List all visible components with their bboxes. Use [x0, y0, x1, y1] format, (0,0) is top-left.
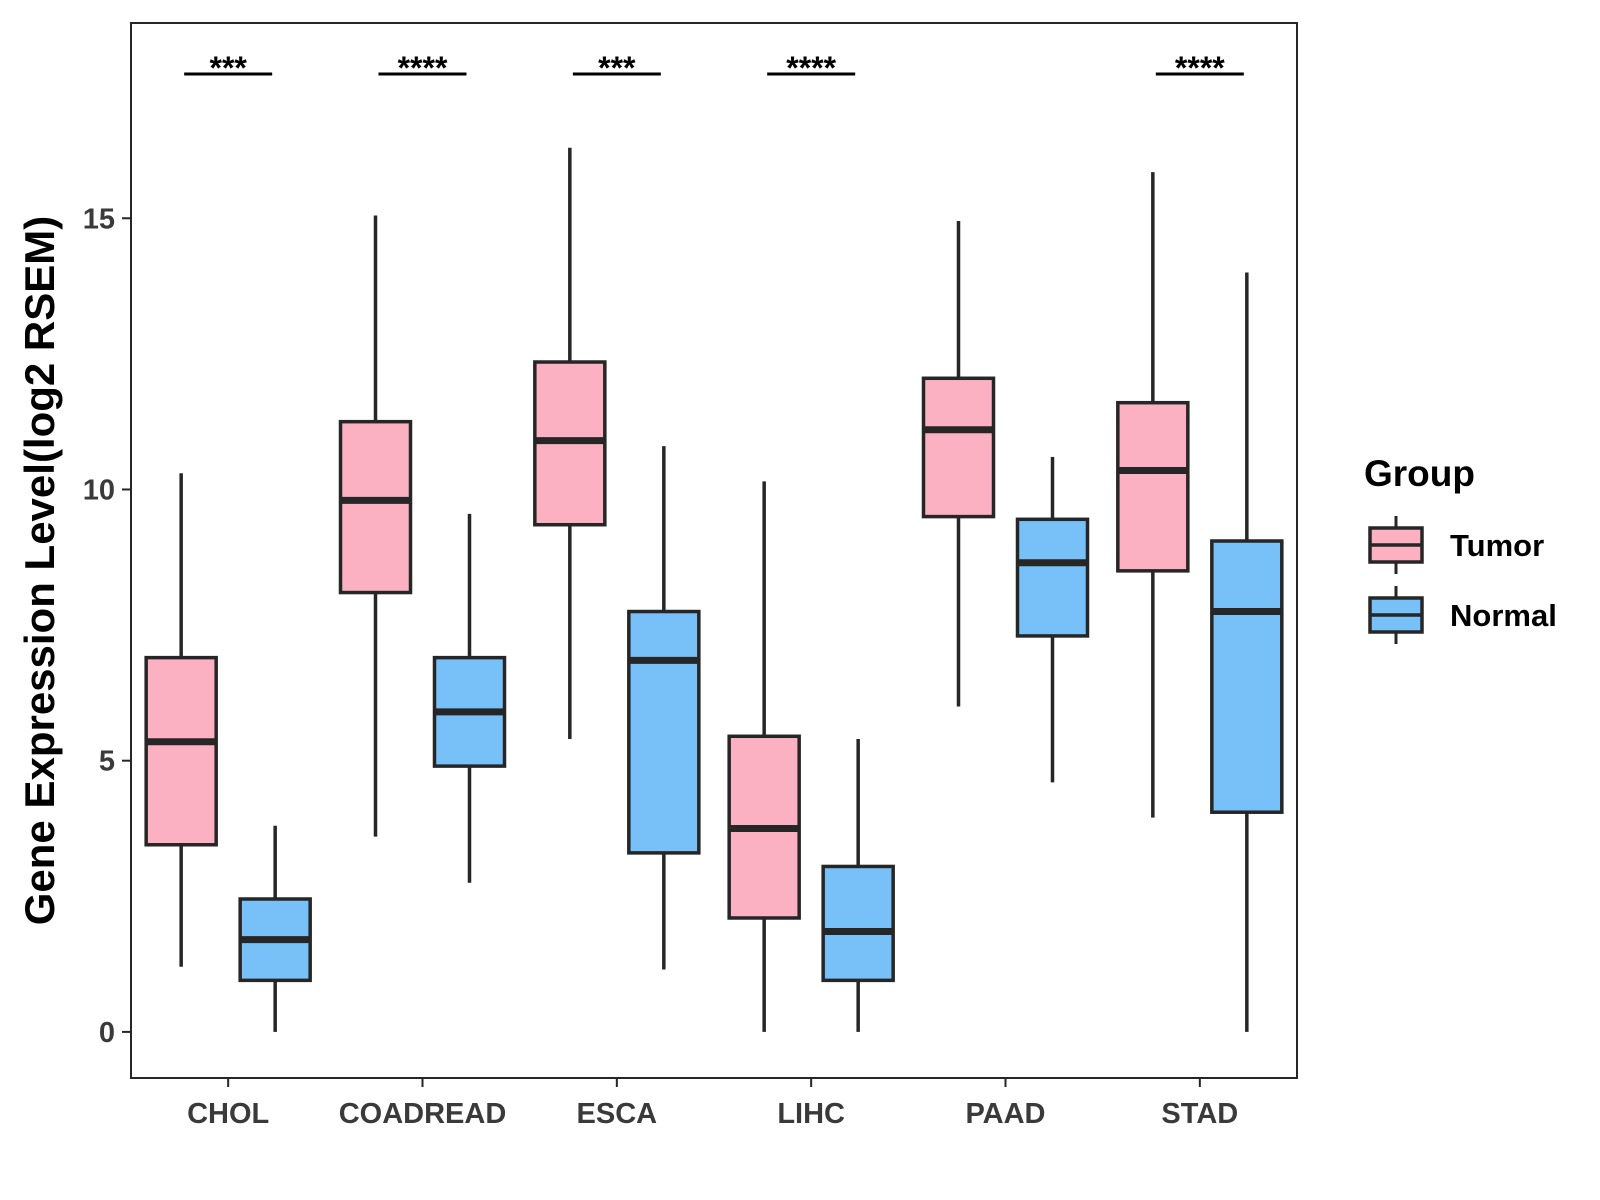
x-tick-label: LIHC — [777, 1098, 845, 1130]
box-iqr — [1015, 517, 1090, 638]
legend-label: Normal — [1450, 598, 1557, 633]
box-normal-lihc — [821, 738, 895, 1032]
significance-label: *** — [598, 50, 636, 86]
legend: Group Tumor Normal — [1364, 453, 1557, 644]
significance-label: **** — [1175, 50, 1225, 86]
axes: 0 5 10 15 Gene Expression Level(log2 RSEM) CH… — [16, 22, 1298, 1130]
legend-label: Tumor — [1450, 528, 1544, 563]
significance-label: *** — [209, 50, 247, 86]
x-tick-label: COADREAD — [339, 1098, 507, 1130]
plot-frame — [130, 22, 1298, 1079]
plot-area: *** **** *** **** **** — [144, 50, 1284, 1032]
box-iqr — [338, 419, 413, 595]
box-iqr — [1116, 400, 1190, 573]
y-tick-label: 0 — [99, 1017, 115, 1049]
box-iqr — [144, 655, 218, 847]
box-normal-chol — [238, 825, 312, 1032]
box-tumor-esca — [533, 147, 607, 739]
box-normal-esca — [627, 446, 701, 970]
box-normal-coadread — [432, 513, 507, 883]
y-axis-title: Gene Expression Level(log2 RSEM) — [16, 216, 63, 926]
legend-title: Group — [1364, 453, 1475, 494]
y-tick-label: 5 — [99, 746, 115, 778]
box-normal-stad — [1210, 272, 1284, 1032]
box-tumor-coadread — [338, 215, 413, 837]
x-tick-label: ESCA — [577, 1098, 658, 1130]
box-tumor-stad — [1116, 172, 1190, 818]
legend-item-normal: Normal — [1368, 586, 1557, 644]
box-iqr — [921, 376, 996, 519]
y-tick-label: 10 — [83, 474, 115, 506]
significance-label: **** — [786, 50, 836, 86]
x-tick-label: PAAD — [965, 1098, 1045, 1130]
box-iqr — [821, 864, 895, 983]
box-tumor-paad — [921, 220, 996, 707]
legend-item-tumor: Tumor — [1368, 516, 1544, 574]
box-iqr — [627, 609, 701, 855]
box-tumor-chol — [144, 473, 218, 967]
box-normal-paad — [1015, 456, 1090, 783]
y-tick-label: 15 — [83, 203, 115, 235]
x-tick-label: CHOL — [187, 1098, 269, 1130]
x-tick-label: STAD — [1161, 1098, 1238, 1130]
box-iqr — [1210, 539, 1284, 814]
box-tumor-lihc — [727, 481, 801, 1032]
significance-label: **** — [398, 50, 448, 86]
